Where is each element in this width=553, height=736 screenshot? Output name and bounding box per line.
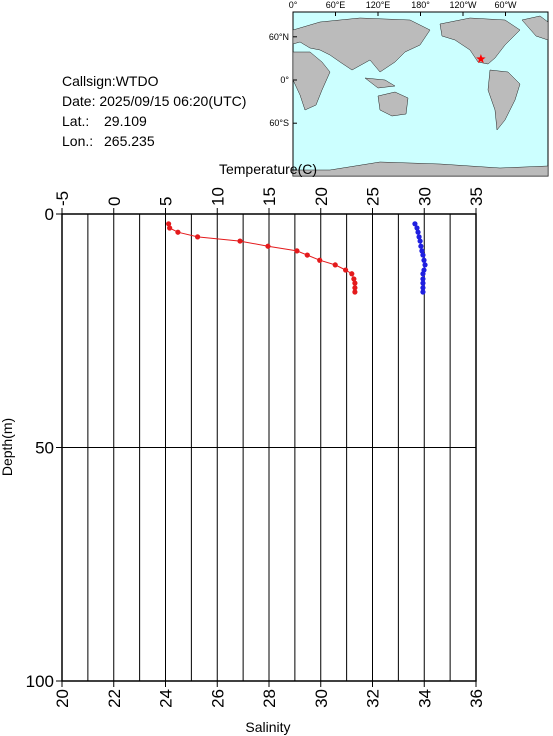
map-lon-label: 60°E xyxy=(326,0,346,10)
profile-point xyxy=(416,234,422,240)
lon-label: Lon.: xyxy=(62,133,93,149)
x2-tick-label: 10 xyxy=(208,187,227,206)
date: Date: 2025/09/15 06:20(UTC) xyxy=(62,93,246,109)
map-lat-label: 60°N xyxy=(269,32,289,42)
world-map xyxy=(292,11,549,177)
x2-tick-label: 25 xyxy=(364,187,383,206)
profile-point xyxy=(419,248,425,254)
profile-point xyxy=(342,267,349,273)
profile-point xyxy=(420,280,426,286)
y-tick-label: 50 xyxy=(35,439,54,458)
profile-point xyxy=(317,257,323,263)
profile-point xyxy=(352,289,358,295)
x2-tick-label: 35 xyxy=(467,187,486,206)
profile-point xyxy=(194,234,201,240)
x-tick-label: 22 xyxy=(105,689,124,708)
y-tick-label: 0 xyxy=(45,205,54,224)
y-axis-label: Depth(m) xyxy=(0,418,15,476)
profile-point xyxy=(332,262,338,268)
profile-point xyxy=(175,229,181,235)
map-lon-label: 180° xyxy=(411,0,430,10)
x-tick-label: 32 xyxy=(364,689,383,708)
profile-point xyxy=(414,225,420,231)
profile-point xyxy=(417,238,423,244)
x-tick-label: 20 xyxy=(53,689,72,708)
profile-point xyxy=(352,280,358,286)
map-lat-label: 60°S xyxy=(269,118,289,128)
map-lon-label: 0° xyxy=(289,0,298,10)
profile-point xyxy=(422,262,428,268)
lon: 265.235 xyxy=(104,133,155,149)
profile-point xyxy=(351,276,357,282)
x-tick-label: 24 xyxy=(157,689,176,708)
profile-point xyxy=(349,271,355,277)
profile-point xyxy=(265,243,271,249)
profile-point xyxy=(294,248,300,254)
profile-point xyxy=(420,289,426,295)
profile-point xyxy=(420,276,426,282)
map-lon-label: 120°W xyxy=(449,0,477,10)
profile-point xyxy=(420,271,426,277)
x2-tick-label: 0 xyxy=(105,197,124,206)
map-lon-label: 120°E xyxy=(366,0,391,10)
profile-point xyxy=(418,243,424,249)
x-tick-label: 34 xyxy=(415,689,434,708)
x2-tick-label: 30 xyxy=(415,187,434,206)
profile-point xyxy=(166,221,172,227)
profile-point xyxy=(420,252,426,258)
x2-tick-label: 20 xyxy=(312,187,331,206)
y-tick-label: 100 xyxy=(26,672,54,691)
profile-point xyxy=(420,285,426,291)
profile-point xyxy=(167,225,173,231)
x-axis-label: Salinity xyxy=(245,719,290,735)
x-tick-label: 28 xyxy=(260,689,279,708)
map-lat-label: 0° xyxy=(280,75,289,85)
profile-point xyxy=(237,238,243,244)
profile-point xyxy=(421,257,427,263)
callsign: Callsign:WTDO xyxy=(62,73,159,89)
profile-line xyxy=(168,223,356,292)
profile-point xyxy=(412,221,418,227)
profile-point xyxy=(304,252,310,258)
x2-tick-label: 5 xyxy=(157,197,176,206)
map-lon-label: 60°W xyxy=(494,0,517,10)
lat: 29.109 xyxy=(104,113,147,129)
x-tick-label: 26 xyxy=(208,689,227,708)
x2-axis-label: Temperature(C) xyxy=(219,161,317,177)
x-tick-label: 36 xyxy=(467,689,486,708)
lat-label: Lat.: xyxy=(62,113,89,129)
station-marker xyxy=(476,54,486,64)
map-land xyxy=(292,15,549,177)
profile-point xyxy=(415,229,421,235)
profile-point xyxy=(352,285,358,291)
x-tick-label: 30 xyxy=(312,689,331,708)
x2-tick-label: 15 xyxy=(260,187,279,206)
x2-tick-label: -5 xyxy=(53,191,72,206)
